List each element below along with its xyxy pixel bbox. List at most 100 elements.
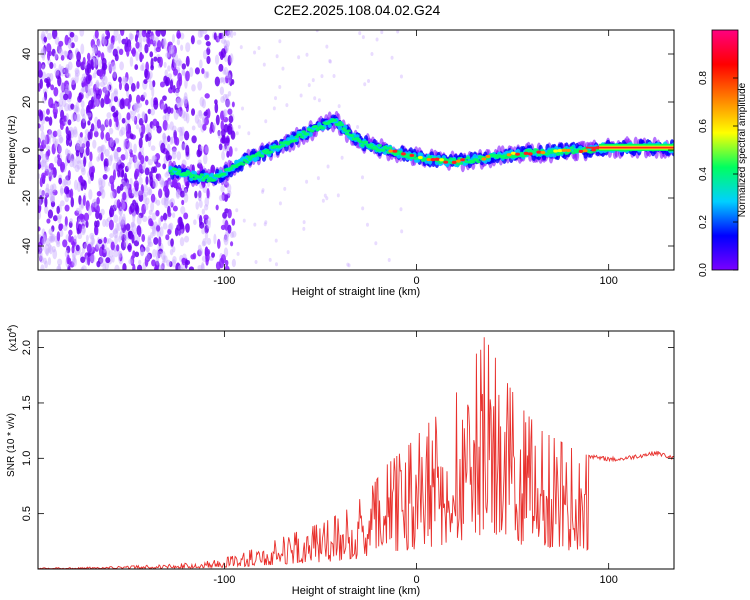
heatmap-cell <box>146 132 152 142</box>
heatmap-cell <box>73 34 79 43</box>
heatmap-cell <box>119 253 123 262</box>
heatmap-cell <box>41 64 45 71</box>
heatmap-cell <box>214 99 218 105</box>
spectrogram-panel: -100 0 100 -40 -20 0 20 40 Height of straight … <box>7 29 675 298</box>
heatmap-cell <box>147 236 152 246</box>
heatmap-cell <box>150 108 156 116</box>
heatmap-cell <box>93 48 98 54</box>
heatmap-cell <box>114 137 120 143</box>
heatmap-cell <box>54 54 59 61</box>
heatmap-cell <box>368 143 374 147</box>
heatmap-cell <box>110 191 115 199</box>
heatmap-cell <box>104 165 108 174</box>
heatmap-cell <box>117 170 121 178</box>
heatmap-cell <box>219 257 225 269</box>
heatmap-cell <box>553 149 559 153</box>
heatmap-cell <box>225 137 230 144</box>
heatmap-cell <box>163 61 167 68</box>
heatmap-cell <box>233 31 237 36</box>
heatmap-cell <box>56 231 61 242</box>
heatmap-cell <box>171 146 177 152</box>
heatmap-cell <box>310 129 315 133</box>
heatmap-cell <box>152 224 156 235</box>
heatmap-cell <box>343 128 348 132</box>
heatmap-cell <box>181 126 185 136</box>
heatmap-cell <box>107 155 113 167</box>
heatmap-cell <box>133 190 139 198</box>
heatmap-cell <box>152 80 156 88</box>
heatmap-cell <box>38 160 41 170</box>
heatmap-cell <box>199 173 204 177</box>
heatmap-cell <box>67 264 71 270</box>
heatmap-cell <box>65 63 70 70</box>
heatmap-cell <box>140 94 145 102</box>
heatmap-cell <box>91 246 96 254</box>
heatmap-cell <box>510 151 516 155</box>
heatmap-cell <box>222 109 228 117</box>
heatmap-cell <box>74 210 80 216</box>
heatmap-cell <box>82 56 86 67</box>
heatmap-cell <box>67 234 72 243</box>
heatmap-cell <box>118 215 124 225</box>
heatmap-cell <box>132 213 136 224</box>
heatmap-cell <box>63 88 69 96</box>
heatmap-cell <box>230 30 234 39</box>
heatmap-cell <box>72 253 76 264</box>
heatmap-cell <box>81 73 87 80</box>
heatmap-cell <box>73 179 78 191</box>
heatmap-cell <box>66 254 70 265</box>
heatmap-cell <box>172 205 178 212</box>
heatmap-cell <box>157 250 163 258</box>
heatmap-cell <box>85 73 91 85</box>
heatmap-cell <box>214 54 220 65</box>
heatmap-cell <box>176 182 182 193</box>
heatmap-cell <box>262 62 266 67</box>
heatmap-cell <box>155 209 160 217</box>
heatmap-cell <box>150 57 154 69</box>
heatmap-cell <box>59 187 65 194</box>
heatmap-cell <box>118 48 124 56</box>
heatmap-cell <box>45 156 50 163</box>
heatmap-cell <box>38 195 44 206</box>
heatmap-cell <box>201 227 206 235</box>
heatmap-cell <box>105 218 109 228</box>
heatmap-cell <box>86 63 92 75</box>
heatmap-cell <box>265 148 270 152</box>
heatmap-cell <box>159 226 164 237</box>
heatmap-cell <box>72 158 77 169</box>
heatmap-cell <box>129 149 133 155</box>
heatmap-cell <box>112 229 118 235</box>
heatmap-cell <box>45 30 49 35</box>
heatmap-cell <box>118 206 123 217</box>
heatmap-cell <box>106 84 111 92</box>
heatmap-cell <box>75 244 80 252</box>
heatmap-cell <box>172 125 177 132</box>
heatmap-cell <box>263 222 267 227</box>
heatmap-cell <box>253 50 257 55</box>
heatmap-cell <box>65 113 69 121</box>
heatmap-cell <box>119 61 124 71</box>
heatmap-cell <box>103 158 109 168</box>
snr-y-tick-label: 1.0 <box>21 451 33 466</box>
heatmap-cell <box>197 147 203 157</box>
heatmap-cell <box>286 250 290 255</box>
heatmap-cell <box>392 149 398 153</box>
heatmap-cell <box>219 86 225 96</box>
heatmap-cell <box>124 150 129 160</box>
heatmap-cell <box>109 233 114 239</box>
heatmap-cell <box>144 256 149 267</box>
heatmap-cell <box>75 142 81 153</box>
heatmap-cell <box>439 158 444 162</box>
heatmap-cell <box>49 184 54 191</box>
heatmap-cell <box>160 215 164 222</box>
heatmap-cell <box>237 124 241 129</box>
heatmap-cell <box>38 69 43 78</box>
heatmap-cell <box>64 50 69 57</box>
heatmap-cell <box>71 257 78 267</box>
heatmap-cell <box>104 35 109 47</box>
heatmap-cell <box>38 123 41 129</box>
heatmap-cell <box>230 241 234 247</box>
heatmap-cell <box>144 167 150 176</box>
heatmap-cell <box>152 226 157 237</box>
heatmap-cell <box>118 129 124 137</box>
